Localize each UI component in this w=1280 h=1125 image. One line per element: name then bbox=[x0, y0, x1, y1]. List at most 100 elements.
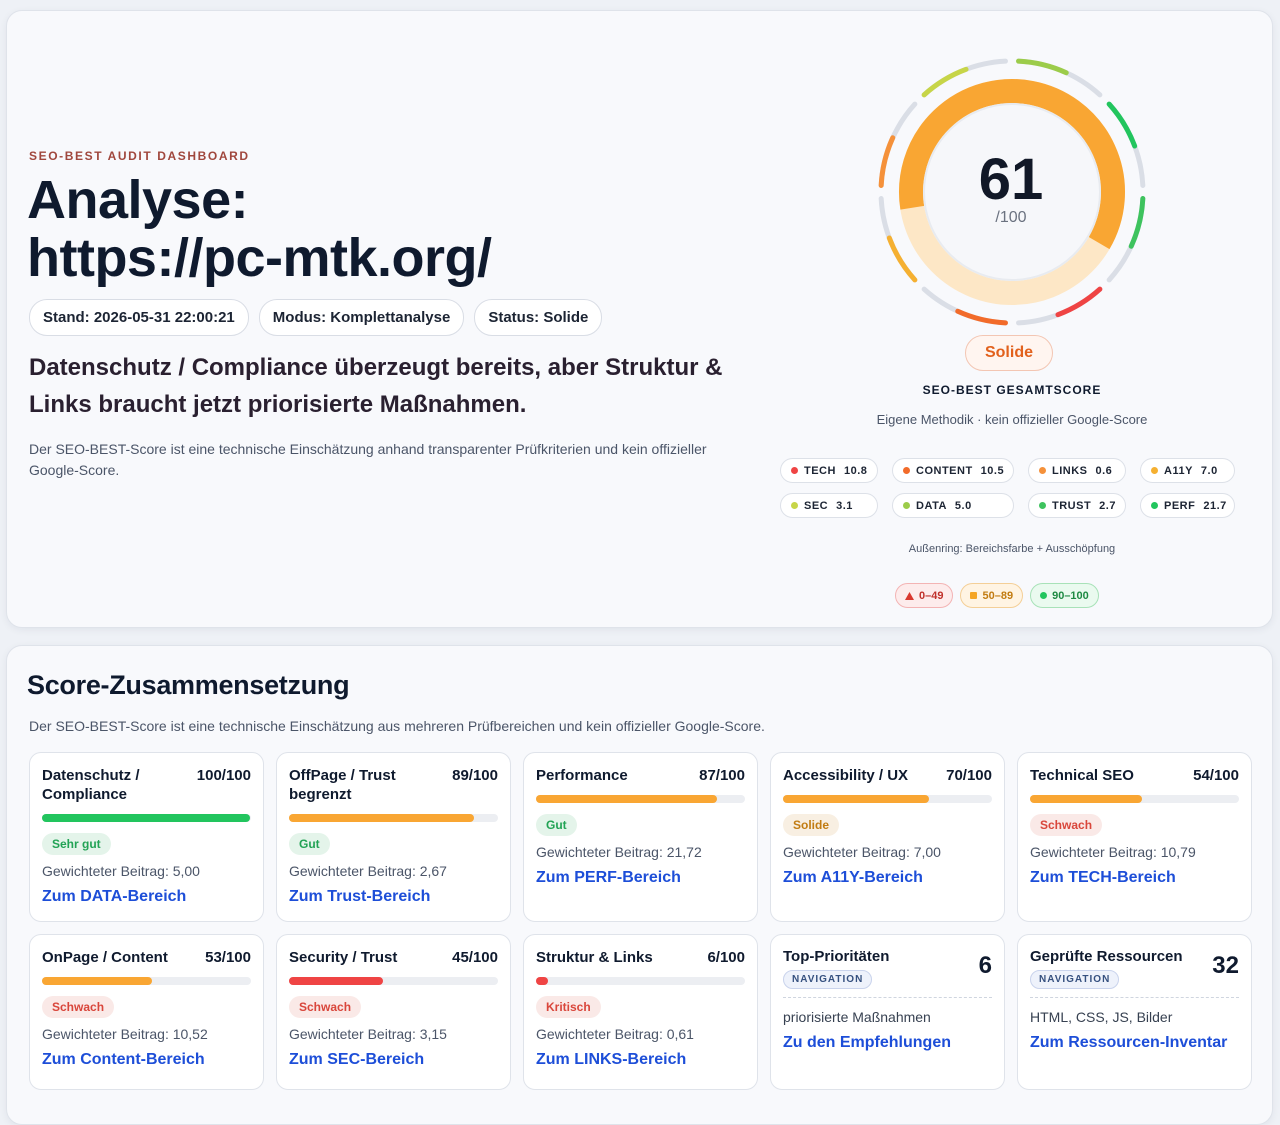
legend-symbol bbox=[1040, 592, 1048, 599]
card-score: 6/100 bbox=[707, 949, 745, 966]
score-card: OnPage / Content 53/100 Schwach Gewichteter… bbox=[29, 934, 264, 1090]
ring-segment bbox=[921, 66, 969, 98]
section-link[interactable]: Zum Content-Bereich bbox=[42, 1051, 205, 1068]
score-grid: Datenschutz / Compliance 100/100 Sehr gut G… bbox=[29, 752, 1252, 1090]
card-header: Datenschutz / Compliance 100/100 bbox=[42, 766, 251, 804]
card-header: Struktur & Links 6/100 bbox=[536, 948, 745, 967]
score-track bbox=[536, 977, 745, 985]
contribution: Gewichteter Beitrag: 21,72 bbox=[536, 844, 702, 860]
contribution: Gewichteter Beitrag: 2,67 bbox=[289, 863, 447, 879]
ring-segment bbox=[1016, 58, 1069, 76]
gauge-sublabel: Eigene Methodik · kein offizieller Googl… bbox=[876, 412, 1148, 427]
area-dot bbox=[791, 467, 798, 474]
section-link[interactable]: Zum A11Y-Bereich bbox=[783, 869, 923, 886]
nav-tag: NAVIGATION bbox=[783, 970, 873, 989]
card-title: Struktur & Links bbox=[536, 949, 653, 966]
section-link[interactable]: Zum SEC-Bereich bbox=[289, 1051, 425, 1068]
contribution: Gewichteter Beitrag: 7,00 bbox=[783, 844, 941, 860]
legend-symbol bbox=[905, 591, 914, 600]
ring-segment bbox=[1106, 101, 1138, 149]
gauge-arc bbox=[899, 79, 1125, 250]
status-badge: Kritisch bbox=[536, 996, 601, 1018]
area-dot bbox=[903, 467, 910, 474]
card-score: 87/100 bbox=[699, 767, 745, 784]
card-score: 45/100 bbox=[452, 949, 498, 966]
area-name: DATA bbox=[916, 499, 947, 512]
contribution: Gewichteter Beitrag: 0,61 bbox=[536, 1026, 694, 1042]
nav-card: Top-Prioritäten NAVIGATION 6 priorisierte M… bbox=[770, 934, 1005, 1090]
card-title: Performance bbox=[536, 767, 628, 784]
area-name: A11Y bbox=[1164, 464, 1193, 477]
area-value: 0.6 bbox=[1095, 464, 1113, 477]
ring-note: Außenring: Bereichsfarbe + Ausschöpfung bbox=[908, 543, 1116, 555]
area-value: 3.1 bbox=[836, 499, 853, 512]
nav-link[interactable]: Zu den Empfehlungen bbox=[783, 1034, 951, 1051]
headline: Datenschutz / Compliance überzeugt berei… bbox=[29, 354, 723, 418]
legend-item: 50–89 bbox=[960, 583, 1024, 608]
area-dot bbox=[791, 502, 798, 509]
score-bar bbox=[289, 977, 383, 985]
ring-segment bbox=[955, 308, 1008, 326]
card-header: Performance 87/100 bbox=[536, 766, 745, 785]
contribution: Gewichteter Beitrag: 5,00 bbox=[42, 863, 200, 879]
ring-segment bbox=[1055, 286, 1103, 318]
card-title: Accessibility / UX bbox=[783, 767, 909, 784]
section-link[interactable]: Zum Trust-Bereich bbox=[289, 888, 431, 905]
area-dot bbox=[1151, 467, 1158, 474]
chip: Status: Solide bbox=[474, 299, 603, 336]
legend-label: 50–89 bbox=[982, 589, 1014, 602]
ring-segment bbox=[886, 235, 918, 283]
score-gauge bbox=[878, 58, 1146, 326]
hero-card: SEO-BEST AUDIT DASHBOARD Analyse: https:/… bbox=[6, 10, 1273, 628]
status-badge: Gut bbox=[289, 833, 330, 855]
card-header: OffPage / Trust begrenzt 89/100 bbox=[289, 766, 498, 804]
status-badge: Schwach bbox=[42, 996, 115, 1018]
score-bar bbox=[289, 814, 475, 822]
card-header: OnPage / Content 53/100 bbox=[42, 948, 251, 967]
score-card: Struktur & Links 6/100 Kritisch Gewichteter… bbox=[523, 934, 758, 1090]
card-title: OffPage / Trust begrenzt bbox=[289, 767, 396, 803]
area-value: 10.8 bbox=[843, 464, 868, 477]
nav-card: Geprüfte Ressourcen NAVIGATION 32 HTML, CSS… bbox=[1017, 934, 1252, 1090]
nav-count: 32 bbox=[1212, 952, 1239, 979]
composition-card: Score-Zusammensetzung Der SEO-BEST-Score… bbox=[6, 645, 1273, 1125]
status-badge: Sehr gut bbox=[42, 833, 111, 855]
area-name: SEC bbox=[804, 499, 829, 512]
section-link[interactable]: Zum PERF-Bereich bbox=[536, 869, 681, 886]
score-bar bbox=[536, 795, 717, 803]
section-link[interactable]: Zum DATA-Bereich bbox=[42, 888, 187, 905]
card-score: 89/100 bbox=[452, 767, 498, 784]
area-name: LINKS bbox=[1052, 464, 1088, 477]
area-pill: DATA 5.0 bbox=[892, 493, 1014, 518]
nav-head-left: Top-Prioritäten NAVIGATION bbox=[783, 948, 889, 989]
area-pill: A11Y 7.0 bbox=[1140, 458, 1235, 483]
area-pill: CONTENT 10.5 bbox=[892, 458, 1014, 483]
chip: Stand: 2026-05-31 22:00:21 bbox=[29, 299, 249, 336]
section-link[interactable]: Zum TECH-Bereich bbox=[1030, 869, 1176, 886]
nav-text: HTML, CSS, JS, Bilder bbox=[1030, 1009, 1173, 1025]
score-bar bbox=[42, 814, 250, 822]
page: SEO-BEST Audit { "header": { "eyebrow": … bbox=[6, 10, 1273, 1125]
section-title: Score-Zusammensetzung bbox=[27, 670, 350, 700]
section-note: Der SEO-BEST-Score ist eine technische E… bbox=[29, 718, 765, 734]
card-score: 53/100 bbox=[205, 949, 251, 966]
chip-row: Stand: 2026-05-31 22:00:21 Modus: Komplet… bbox=[29, 299, 603, 336]
eyebrow: SEO-BEST AUDIT DASHBOARD bbox=[29, 149, 250, 163]
area-name: TRUST bbox=[1052, 499, 1092, 512]
score-track bbox=[42, 814, 251, 822]
card-header: Accessibility / UX 70/100 bbox=[783, 766, 992, 785]
nav-head-left: Geprüfte Ressourcen NAVIGATION bbox=[1030, 948, 1183, 989]
chip: Modus: Komplettanalyse bbox=[258, 299, 465, 336]
score-track bbox=[783, 795, 992, 803]
nav-count: 6 bbox=[978, 952, 992, 979]
status-badge: Schwach bbox=[1030, 814, 1103, 836]
card-title: Datenschutz / Compliance bbox=[42, 767, 140, 803]
legend-item: 90–100 bbox=[1030, 583, 1099, 608]
ring-segment bbox=[1128, 196, 1146, 249]
nav-link[interactable]: Zum Ressourcen-Inventar bbox=[1030, 1034, 1228, 1051]
ring-segment bbox=[878, 135, 896, 188]
section-link[interactable]: Zum LINKS-Bereich bbox=[536, 1051, 687, 1068]
note: Der SEO-BEST-Score ist eine technische E… bbox=[29, 441, 707, 478]
card-title: Technical SEO bbox=[1030, 767, 1134, 784]
card-header: Security / Trust 45/100 bbox=[289, 948, 498, 967]
